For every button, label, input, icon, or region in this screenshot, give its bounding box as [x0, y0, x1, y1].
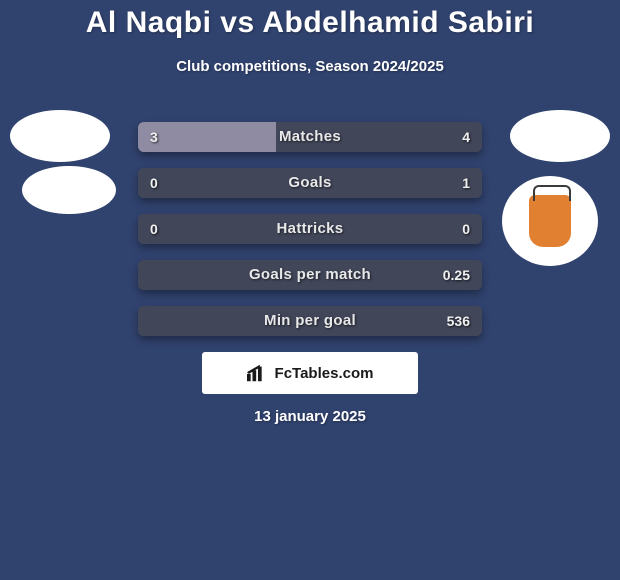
stats-bars: 3 Matches 4 0 Goals 1 0 Hattricks 0 Goal… [138, 122, 482, 352]
date-label: 13 january 2025 [0, 408, 620, 425]
stat-value-right: 0 [462, 214, 470, 244]
club-left-logo [22, 166, 116, 214]
stat-row: 0 Hattricks 0 [138, 214, 482, 244]
shield-icon [529, 195, 571, 247]
footer-brand: FcTables.com [275, 365, 374, 382]
stat-value-right: 0.25 [443, 260, 470, 290]
bar-chart-icon [247, 364, 269, 382]
club-right-logo [502, 176, 598, 266]
stat-label: Goals [138, 168, 482, 198]
stat-row: Goals per match 0.25 [138, 260, 482, 290]
subtitle: Club competitions, Season 2024/2025 [0, 58, 620, 75]
stat-label: Goals per match [138, 260, 482, 290]
stat-row: Min per goal 536 [138, 306, 482, 336]
footer-badge: FcTables.com [202, 352, 418, 394]
stat-row: 0 Goals 1 [138, 168, 482, 198]
stat-value-right: 4 [462, 122, 470, 152]
player-left-avatar [10, 110, 110, 162]
stat-label: Hattricks [138, 214, 482, 244]
stat-value-right: 536 [447, 306, 470, 336]
stat-value-right: 1 [462, 168, 470, 198]
page-title: Al Naqbi vs Abdelhamid Sabiri [0, 0, 620, 40]
stat-row: 3 Matches 4 [138, 122, 482, 152]
player-right-avatar [510, 110, 610, 162]
stat-label: Min per goal [138, 306, 482, 336]
stat-label: Matches [138, 122, 482, 152]
